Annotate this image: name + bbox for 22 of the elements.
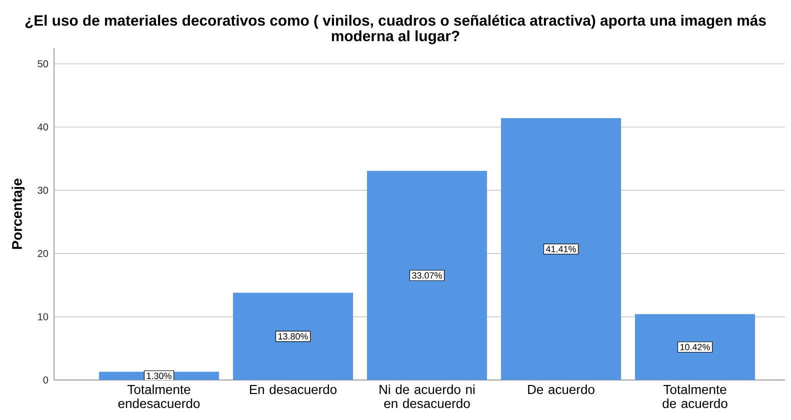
y-axis-title: Porcentaje xyxy=(12,178,25,249)
data-label: 41.41% xyxy=(546,246,576,252)
x-tick-label: Totalmente endesacuerdo xyxy=(118,384,200,408)
data-label: 33.07% xyxy=(412,272,442,279)
bar xyxy=(233,292,354,380)
y-tick-label: 50 xyxy=(38,60,48,68)
x-tick-label: De acuerdo xyxy=(528,384,594,394)
x-tick-label: En desacuerdo xyxy=(250,384,337,394)
y-tick-label: 20 xyxy=(38,250,48,258)
chart-title: ¿El uso de materiales decorativos como ( vinilos, cuadros o señalética atractiva) aporta una imagen más moderna al lugar? xyxy=(25,14,766,44)
y-tick-label: 10 xyxy=(38,313,48,320)
x-tick-label: Totalmente de acuerdo xyxy=(662,384,728,408)
bar xyxy=(635,314,756,380)
x-tick-label: Ni de acuerdo ni en desacuerdo xyxy=(380,384,475,408)
y-tick-label: 0 xyxy=(43,376,48,384)
y-tick-label: 30 xyxy=(38,186,48,194)
y-tick-label: 40 xyxy=(38,124,48,131)
bar xyxy=(367,170,488,380)
bar xyxy=(501,118,622,380)
data-label: 13.80% xyxy=(278,333,308,340)
data-label: 1.30% xyxy=(146,372,172,380)
data-label: 10.42% xyxy=(680,344,710,350)
